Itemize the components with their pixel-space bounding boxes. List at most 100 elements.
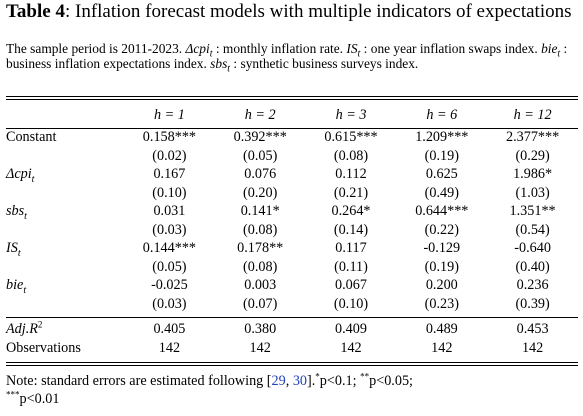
citation-link[interactable]: 29 — [271, 373, 286, 389]
row-label: Adj.R2 — [6, 319, 43, 337]
table-label: Table 4 — [6, 1, 65, 22]
top-rule-inner — [6, 99, 578, 100]
note-text: , — [285, 373, 293, 389]
value-cell: (0.54) — [515, 221, 550, 238]
value-cell: 0.031 — [153, 203, 186, 219]
value-cell: (0.03) — [152, 295, 187, 312]
row-label: Constant — [6, 129, 57, 145]
value-cell: 0.625 — [425, 166, 458, 182]
citation-link[interactable]: 30 — [292, 373, 307, 389]
value-cell: 0.117 — [335, 240, 367, 256]
column-header: h = 3 — [335, 107, 367, 123]
table-note: Note: standard errors are estimated foll… — [6, 372, 578, 408]
is-symbol: ISt — [346, 41, 361, 60]
table-row: (0.02) (0.05) (0.08) (0.19) (0.29) — [6, 147, 578, 166]
row-label: Δcpit — [6, 166, 35, 185]
stat-cell: 142 — [249, 339, 271, 356]
value-cell: -0.025 — [151, 277, 188, 293]
value-cell: 1.209*** — [415, 129, 469, 145]
row-label — [6, 295, 124, 314]
row-label: sbst — [6, 203, 27, 222]
significance-star: ** — [360, 371, 370, 382]
stat-cell: 0.380 — [244, 321, 277, 337]
bottom-rule-outer — [6, 365, 578, 367]
table-row: biet -0.025 0.003 0.067 0.200 0.236 — [6, 276, 578, 295]
value-cell: 0.264* — [331, 203, 371, 219]
value-cell: (0.07) — [243, 295, 278, 312]
column-header: h = 12 — [513, 107, 552, 123]
table-row: (0.10) (0.20) (0.21) (0.49) (1.03) — [6, 184, 578, 203]
note-text: p<0.1; — [319, 373, 361, 389]
caption-text: : one year inflation swaps index. — [360, 41, 542, 56]
table-row: (0.03) (0.07) (0.10) (0.23) (0.39) — [6, 295, 578, 314]
value-cell: 2.377*** — [505, 129, 560, 145]
row-label: Observations — [6, 339, 81, 356]
bottom-rule — [6, 362, 578, 363]
value-cell: 0.236 — [516, 277, 549, 293]
value-cell: 0.003 — [244, 277, 277, 293]
sbs-symbol: sbst — [210, 56, 231, 75]
value-cell: (0.40) — [515, 258, 550, 275]
stats-row: Observations 142 142 142 142 142 — [6, 339, 578, 358]
value-cell: (0.19) — [424, 258, 459, 275]
dcpi-symbol: Δcpit — [185, 41, 213, 60]
note-text: p<0.01 — [19, 391, 60, 407]
value-cell: (1.03) — [515, 184, 550, 201]
stat-cell: 0.489 — [425, 321, 458, 337]
note-text: p<0.05; — [369, 373, 413, 389]
value-cell: (0.19) — [424, 147, 459, 164]
stats-row: Adj.R2 0.405 0.380 0.409 0.489 0.453 — [6, 320, 578, 339]
value-cell: (0.29) — [515, 147, 550, 164]
value-cell: (0.23) — [424, 295, 459, 312]
column-header: h = 6 — [426, 107, 458, 123]
value-cell: (0.39) — [515, 295, 550, 312]
bie-symbol: biet — [541, 41, 561, 60]
value-cell: 0.200 — [425, 277, 458, 293]
value-cell: (0.20) — [243, 184, 278, 201]
value-cell: 0.144*** — [142, 240, 196, 256]
table-title-text: Inflation forecast models with multiple … — [75, 1, 572, 22]
value-cell: 1.986* — [513, 166, 553, 182]
value-cell: (0.21) — [333, 184, 369, 201]
value-cell: (0.05) — [152, 258, 187, 275]
value-cell: (0.08) — [243, 258, 278, 275]
stat-cell: 142 — [521, 339, 544, 356]
row-label: ISt — [6, 240, 21, 259]
value-cell: 0.615*** — [324, 129, 378, 145]
header-row: h = 1 h = 2 h = 3 h = 6 h = 12 — [6, 102, 578, 128]
stats-rule — [6, 317, 578, 318]
table-row: (0.05) (0.08) (0.11) (0.19) (0.40) — [6, 258, 578, 277]
significance-star: * — [315, 371, 320, 382]
caption-text: : business inflation expectations index. — [6, 41, 568, 72]
value-cell: -0.640 — [514, 240, 551, 256]
table-title: Table 4: Inflation forecast models with … — [6, 1, 572, 22]
stat-cell: 0.453 — [516, 321, 549, 337]
value-cell: 0.167 — [153, 166, 186, 182]
value-cell: -0.129 — [423, 240, 461, 256]
value-cell: 0.178** — [237, 240, 284, 256]
value-cell: 0.392*** — [233, 129, 287, 145]
row-label: biet — [6, 277, 27, 296]
value-cell: (0.14) — [333, 221, 369, 238]
value-cell: (0.02) — [152, 147, 187, 164]
value-cell: (0.03) — [152, 221, 187, 238]
regression-table: h = 1 h = 2 h = 3 h = 6 h = 12 Constant 0… — [6, 102, 578, 313]
stat-cell: 0.409 — [335, 321, 367, 337]
row-label — [6, 147, 124, 166]
stats-table: Adj.R2 0.405 0.380 0.409 0.489 0.453 Observati… — [6, 320, 578, 357]
value-cell: 0.112 — [335, 166, 367, 182]
row-label — [6, 184, 124, 203]
stat-cell: 142 — [340, 339, 362, 356]
value-cell: (0.49) — [424, 184, 459, 201]
table-caption: The sample period is 2011-2023. Δcpit : … — [6, 41, 578, 75]
value-cell: (0.08) — [333, 147, 369, 164]
value-cell: (0.11) — [334, 258, 368, 275]
value-cell: 0.141* — [240, 203, 280, 219]
stats-rows: Adj.R2 0.405 0.380 0.409 0.489 0.453 Observati… — [6, 320, 578, 357]
significance-star: *** — [6, 389, 20, 400]
caption-text: : synthetic business surveys index. — [230, 56, 419, 72]
header-blank — [6, 102, 124, 128]
table-row: ISt 0.144*** 0.178** 0.117 -0.129 -0.640 — [6, 239, 578, 258]
table-row: Constant 0.158*** 0.392*** 0.615*** 1.209***… — [6, 128, 578, 147]
